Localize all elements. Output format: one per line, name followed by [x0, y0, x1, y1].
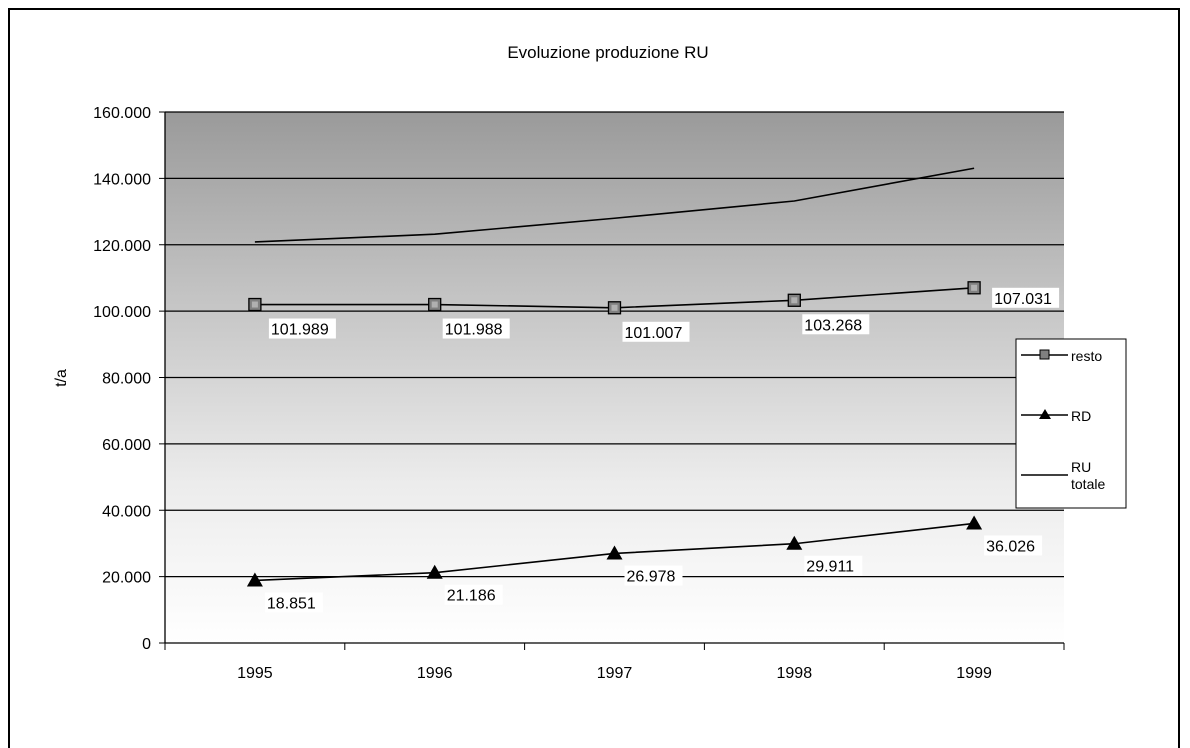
- legend: resto RD RU totale: [1015, 338, 1127, 509]
- marker-inner-resto: [971, 284, 978, 291]
- marker-rd: [786, 535, 803, 550]
- data-label-resto: 103.268: [804, 317, 862, 334]
- data-label-bg: [804, 555, 863, 576]
- legend-resto-marker: [1039, 349, 1050, 360]
- y-tick-label: 40.000: [102, 503, 151, 520]
- data-label-bg: [984, 535, 1043, 556]
- series-layer: [246, 167, 983, 587]
- marker-inner-resto: [791, 297, 798, 304]
- data-label-rd: 18.851: [267, 595, 316, 612]
- data-label-resto: 107.031: [994, 291, 1052, 308]
- legend-rd-marker: [1039, 409, 1051, 419]
- data-label-rd: 21.186: [447, 588, 496, 605]
- y-axis-label: t/a: [53, 369, 70, 387]
- legend-box: [1015, 338, 1127, 509]
- legend-ru-label-2: totale: [1071, 476, 1105, 492]
- data-label-bg: [442, 318, 510, 339]
- y-tick-label: 140.000: [93, 171, 151, 188]
- data-label-bg: [624, 565, 683, 586]
- data-label-bg: [444, 584, 503, 605]
- y-tick-label: 120.000: [93, 238, 151, 255]
- marker-inner-resto: [251, 301, 258, 308]
- y-tick-label: 0: [142, 636, 151, 653]
- x-tick-label: 1998: [777, 665, 813, 682]
- data-label-resto: 101.007: [625, 325, 683, 342]
- data-label-rd: 26.978: [627, 568, 676, 585]
- x-tick-label: 1995: [237, 665, 273, 682]
- x-tick-label: 1996: [417, 665, 453, 682]
- legend-ru-label-1: RU: [1071, 459, 1091, 475]
- data-label-bg: [264, 592, 323, 613]
- y-tick-label: 100.000: [93, 304, 151, 321]
- x-tick-label: 1997: [597, 665, 633, 682]
- data-label-bg: [802, 314, 870, 335]
- data-label-bg: [268, 318, 336, 339]
- data-labels: 101.989 101.988 101.007 103.268 107.031 18.85…: [264, 287, 1060, 613]
- series-line-ru-totale: [254, 167, 975, 243]
- data-label-bg: [622, 321, 690, 342]
- data-label-rd: 36.026: [986, 538, 1035, 555]
- data-label-bg: [992, 287, 1060, 308]
- data-label-rd: 29.911: [806, 559, 854, 576]
- chart-title: Evoluzione produzione RU: [507, 43, 708, 62]
- data-label-resto: 101.989: [271, 322, 329, 339]
- x-tick-label: 1999: [956, 665, 992, 682]
- y-axis: 0 20.000 40.000 60.000 80.000 100.000 120.000 1…: [93, 105, 166, 653]
- marker-rd: [966, 515, 983, 530]
- marker-rd: [606, 545, 623, 560]
- marker-rd: [426, 564, 443, 579]
- marker-rd: [246, 572, 263, 587]
- y-tick-label: 160.000: [93, 105, 151, 122]
- marker-inner-resto: [611, 304, 618, 311]
- marker-inner-resto: [431, 301, 438, 308]
- y-tick-label: 60.000: [102, 437, 151, 454]
- data-label-resto: 101.988: [445, 322, 503, 339]
- y-tick-label: 80.000: [102, 371, 151, 388]
- y-tick-label: 20.000: [102, 570, 151, 587]
- legend-resto-label: resto: [1071, 348, 1102, 364]
- legend-rd-label: RD: [1071, 408, 1091, 424]
- x-axis: 1995 1996 1997 1998 1999: [164, 642, 1065, 682]
